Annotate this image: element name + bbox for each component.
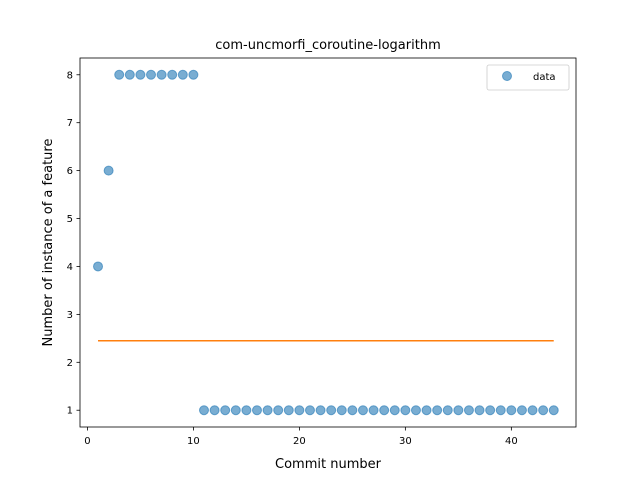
- legend-marker-data: [502, 71, 512, 81]
- data-point: [548, 405, 559, 416]
- data-point: [400, 405, 411, 416]
- data-point: [389, 405, 400, 416]
- data-point: [209, 405, 220, 416]
- data-point: [442, 405, 453, 416]
- data-point: [421, 405, 432, 416]
- data-point: [114, 69, 125, 80]
- legend-label-data: data: [533, 72, 556, 83]
- y-tick-label: 8: [67, 70, 73, 81]
- y-tick-label: 5: [67, 214, 73, 225]
- data-point: [453, 405, 464, 416]
- data-point: [135, 69, 146, 80]
- data-point: [538, 405, 549, 416]
- data-point: [304, 405, 315, 416]
- data-point: [93, 261, 104, 272]
- chart-title: com-uncmorfi_coroutine-logarithm: [215, 38, 440, 53]
- data-point: [527, 405, 538, 416]
- y-tick-label: 7: [67, 118, 73, 129]
- legend-box: [486, 64, 570, 91]
- plot-area: [93, 69, 559, 416]
- data-point: [357, 405, 368, 416]
- x-axis-label: Commit number: [275, 457, 382, 472]
- y-tick-label: 4: [67, 262, 73, 273]
- data-point: [379, 405, 390, 416]
- data-point: [485, 405, 496, 416]
- x-tick-label: 40: [505, 436, 518, 447]
- y-tick-label: 1: [67, 406, 73, 417]
- data-point: [315, 405, 326, 416]
- data-point: [326, 405, 337, 416]
- data-point: [146, 69, 157, 80]
- axes-frame: [79, 57, 577, 428]
- data-point: [347, 405, 358, 416]
- y-tick-label: 6: [67, 166, 73, 177]
- data-point: [220, 405, 231, 416]
- y-axis-label: Number of instance of a feature: [41, 139, 56, 347]
- y-tick-label: 3: [67, 310, 73, 321]
- data-point: [336, 405, 347, 416]
- data-point: [432, 405, 443, 416]
- data-point: [474, 405, 485, 416]
- x-axis: 0 10 20 30 40: [84, 427, 518, 447]
- data-point: [506, 405, 517, 416]
- data-point: [463, 405, 474, 416]
- data-point: [124, 69, 135, 80]
- data-point: [103, 165, 114, 176]
- data-point: [516, 405, 527, 416]
- y-tick-label: 2: [67, 358, 73, 369]
- data-point: [294, 405, 305, 416]
- y-axis: 1 2 3 4 5 6 7 8: [67, 70, 80, 417]
- data-point: [230, 405, 241, 416]
- x-tick-label: 30: [399, 436, 412, 447]
- data-point: [177, 69, 188, 80]
- data-point: [273, 405, 284, 416]
- data-point: [241, 405, 252, 416]
- data-point: [495, 405, 506, 416]
- data-point: [251, 405, 262, 416]
- data-point: [188, 69, 199, 80]
- x-tick-label: 20: [293, 436, 306, 447]
- data-point: [368, 405, 379, 416]
- data-point: [262, 405, 273, 416]
- legend: data: [486, 64, 570, 91]
- data-point: [167, 69, 178, 80]
- x-tick-label: 0: [84, 436, 90, 447]
- data-point: [156, 69, 167, 80]
- data-point: [283, 405, 294, 416]
- data-point: [410, 405, 421, 416]
- x-tick-label: 10: [187, 436, 200, 447]
- data-point: [199, 405, 209, 416]
